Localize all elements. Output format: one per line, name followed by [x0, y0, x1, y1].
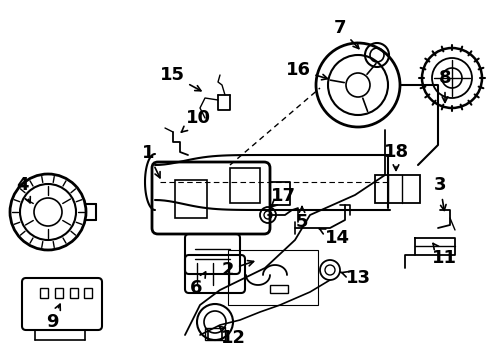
Bar	[270, 285, 288, 293]
Text: 14: 14	[319, 229, 349, 247]
Bar	[55, 288, 63, 298]
Text: 8: 8	[439, 69, 451, 102]
Text: 15: 15	[160, 66, 201, 91]
Text: 13: 13	[340, 269, 370, 287]
Text: 11: 11	[432, 243, 457, 267]
Bar	[175, 180, 207, 218]
Text: 9: 9	[46, 304, 60, 331]
Text: 17: 17	[270, 187, 295, 208]
Text: 3: 3	[434, 176, 446, 211]
Text: 16: 16	[286, 61, 327, 80]
Text: 5: 5	[296, 207, 308, 231]
Bar	[84, 288, 92, 298]
Text: 1: 1	[142, 144, 160, 178]
Text: 12: 12	[219, 326, 245, 347]
Text: 4: 4	[16, 176, 30, 203]
Text: 2: 2	[222, 261, 254, 279]
Bar	[40, 288, 48, 298]
Bar	[70, 288, 78, 298]
Bar	[228, 250, 318, 305]
Text: 6: 6	[190, 272, 206, 297]
Bar	[205, 328, 225, 340]
Text: 7: 7	[334, 19, 359, 49]
Text: 18: 18	[384, 143, 409, 170]
Bar	[230, 168, 260, 203]
Text: 10: 10	[181, 109, 211, 132]
Bar	[375, 175, 420, 203]
